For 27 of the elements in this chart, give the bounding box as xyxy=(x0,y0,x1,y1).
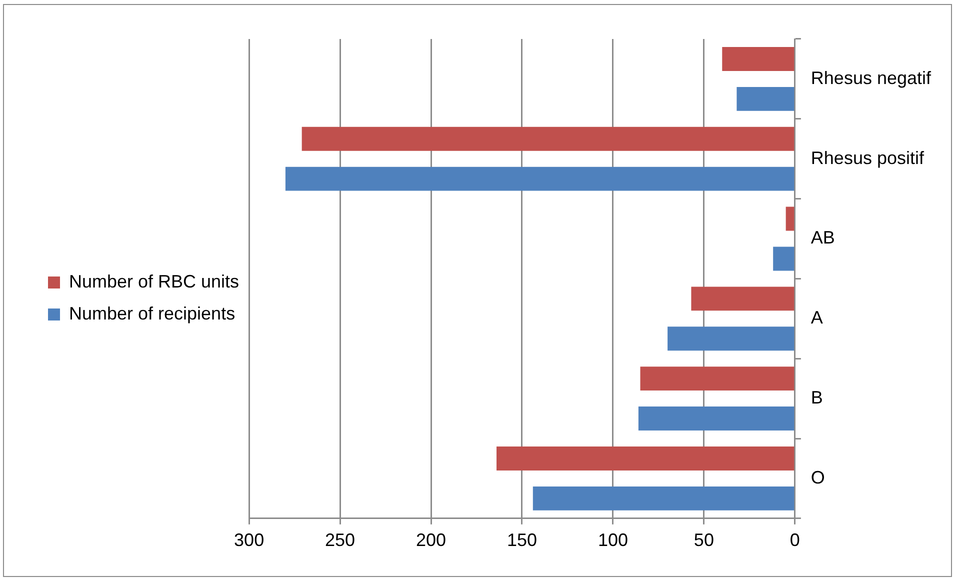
y-tick-label: B xyxy=(810,388,823,408)
y-tick-label: A xyxy=(810,308,823,328)
bar xyxy=(668,326,794,351)
legend-label: Number of RBC units xyxy=(69,271,240,292)
x-tick-label: 250 xyxy=(325,530,356,550)
bar xyxy=(773,246,794,271)
x-tick-label: 0 xyxy=(790,530,800,550)
x-tick-label: 300 xyxy=(234,530,264,550)
x-tick-label: 200 xyxy=(416,530,446,550)
x-tick-label: 150 xyxy=(506,530,538,550)
bar xyxy=(640,366,794,391)
bar xyxy=(285,166,794,191)
bar xyxy=(496,446,794,470)
y-tick-label: Rhesus positif xyxy=(810,148,925,168)
bar xyxy=(786,206,794,231)
bar xyxy=(302,126,794,151)
x-tick-label: 100 xyxy=(598,530,628,550)
bar xyxy=(722,46,794,71)
y-tick-label: AB xyxy=(810,228,835,248)
bar xyxy=(532,486,794,510)
bar xyxy=(736,86,794,111)
bar xyxy=(691,286,794,311)
bar xyxy=(638,406,794,431)
x-tick-label: 50 xyxy=(694,530,714,550)
y-tick-label: Rhesus negatif xyxy=(810,68,932,88)
legend-label: Number of recipients xyxy=(69,303,236,324)
y-tick-label: O xyxy=(810,467,825,488)
